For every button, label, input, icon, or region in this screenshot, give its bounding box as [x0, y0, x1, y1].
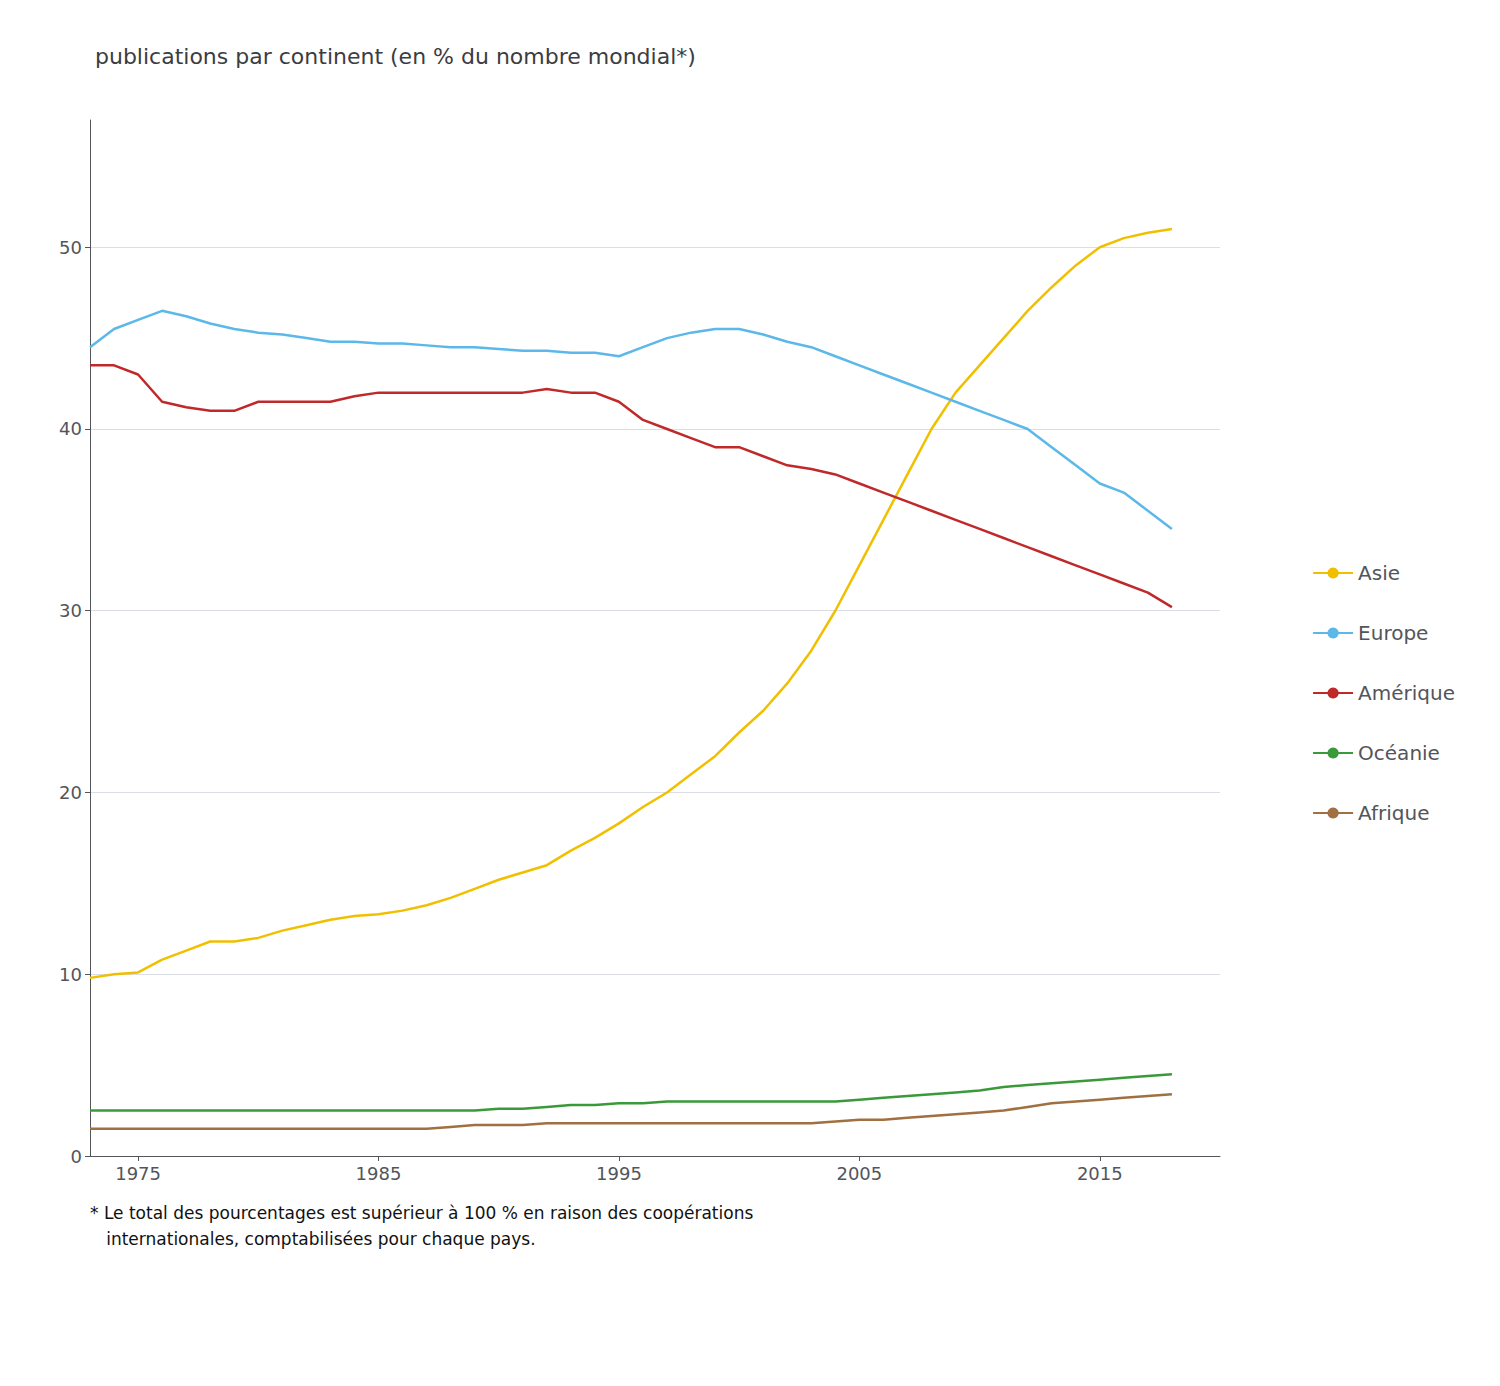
svg-text:1995: 1995 — [596, 1163, 642, 1184]
svg-text:Afrique: Afrique — [1358, 801, 1429, 825]
svg-text:internationales, comptabilisée: internationales, comptabilisées pour cha… — [90, 1229, 536, 1249]
svg-text:30: 30 — [59, 600, 82, 621]
svg-text:50: 50 — [59, 237, 82, 258]
svg-text:1975: 1975 — [115, 1163, 161, 1184]
svg-text:Océanie: Océanie — [1358, 741, 1440, 765]
svg-text:0: 0 — [71, 1146, 82, 1167]
svg-text:2015: 2015 — [1077, 1163, 1123, 1184]
svg-text:Amérique: Amérique — [1358, 681, 1455, 705]
svg-text:1985: 1985 — [356, 1163, 402, 1184]
svg-text:* Le total des pourcentages es: * Le total des pourcentages est supérieu… — [90, 1203, 753, 1223]
svg-text:20: 20 — [59, 782, 82, 803]
svg-text:publications par continent (en: publications par continent (en % du nomb… — [95, 44, 696, 69]
svg-text:10: 10 — [59, 964, 82, 985]
svg-text:Europe: Europe — [1358, 621, 1428, 645]
svg-text:2005: 2005 — [836, 1163, 882, 1184]
svg-text:40: 40 — [59, 418, 82, 439]
svg-text:Asie: Asie — [1358, 561, 1400, 585]
